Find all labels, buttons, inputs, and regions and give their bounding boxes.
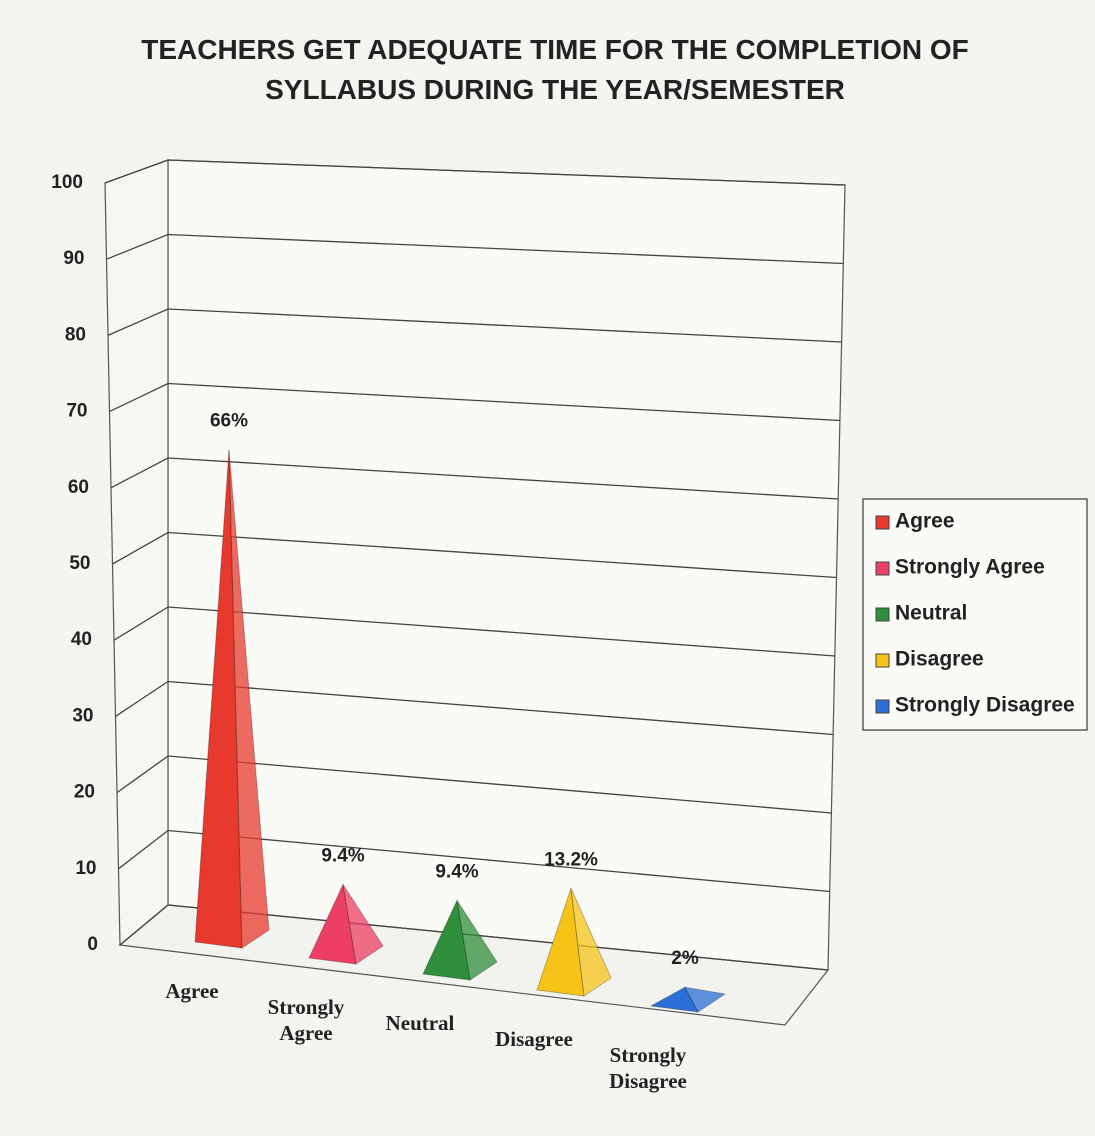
pyramid [308, 882, 384, 965]
y-tick-label: 100 [51, 172, 83, 193]
y-tick-label: 50 [69, 553, 90, 574]
y-tick-label: 70 [66, 401, 87, 422]
legend-box [862, 498, 1088, 731]
y-tick-label: 60 [68, 477, 89, 498]
legend-swatch [875, 607, 890, 622]
legend-label: Neutral [895, 602, 967, 625]
y-tick-label: 20 [74, 782, 95, 803]
chart-title: TEACHERS GET ADEQUATE TIME FOR THE COMPL… [141, 34, 969, 105]
grid-line [113, 606, 835, 657]
legend-label: Disagree [895, 648, 984, 671]
grid-line [109, 382, 840, 422]
pyramid-right-face [456, 900, 498, 981]
y-tick-label: 30 [72, 705, 93, 726]
pyramid-right-face [684, 986, 727, 1013]
back-wall [167, 159, 846, 971]
y-tick-label: 80 [65, 324, 86, 345]
grid-line [115, 680, 834, 736]
value-label: 2% [671, 948, 699, 969]
grid-line [110, 457, 839, 500]
x-tick-label: Disagree [495, 1027, 573, 1051]
y-tick-label: 40 [71, 629, 92, 650]
x-tick-label: Strongly Agree [267, 995, 345, 1045]
pyramid [194, 449, 270, 949]
value-label: 13.2% [544, 849, 598, 870]
y-tick-label: 90 [63, 248, 84, 269]
y-tick-label: 10 [75, 858, 96, 879]
pyramid [536, 888, 612, 997]
value-label: 9.4% [435, 861, 478, 882]
legend-swatch [875, 515, 890, 530]
x-tick-label: Neutral [385, 1011, 455, 1035]
legend-swatch [875, 699, 890, 714]
pyramid-left-face [536, 888, 585, 997]
grid-line [106, 233, 844, 265]
legend-label: Strongly Agree [895, 556, 1045, 579]
grid-line [104, 159, 846, 186]
legend-swatch [875, 561, 890, 576]
x-tick-label: Agree [165, 979, 219, 1003]
y-tick-label: 0 [87, 934, 98, 955]
value-label: 9.4% [321, 845, 364, 866]
pyramid-right-face [342, 884, 384, 965]
pyramid [422, 898, 498, 981]
legend-label: Strongly Disagree [895, 694, 1075, 717]
grid-line [119, 904, 829, 971]
grid-line [112, 531, 837, 579]
grid-line [107, 308, 842, 343]
pyramid-right-face [228, 449, 270, 949]
legend-label: Agree [895, 510, 955, 533]
pyramid-right-face [570, 888, 612, 997]
pyramid [649, 986, 727, 1013]
x-tick-label: Strongly Disagree [609, 1043, 687, 1093]
grid-line [116, 755, 832, 814]
value-label: 66% [210, 411, 248, 432]
legend-swatch [875, 653, 890, 668]
side-wall [104, 159, 169, 947]
grid-line [118, 829, 830, 893]
